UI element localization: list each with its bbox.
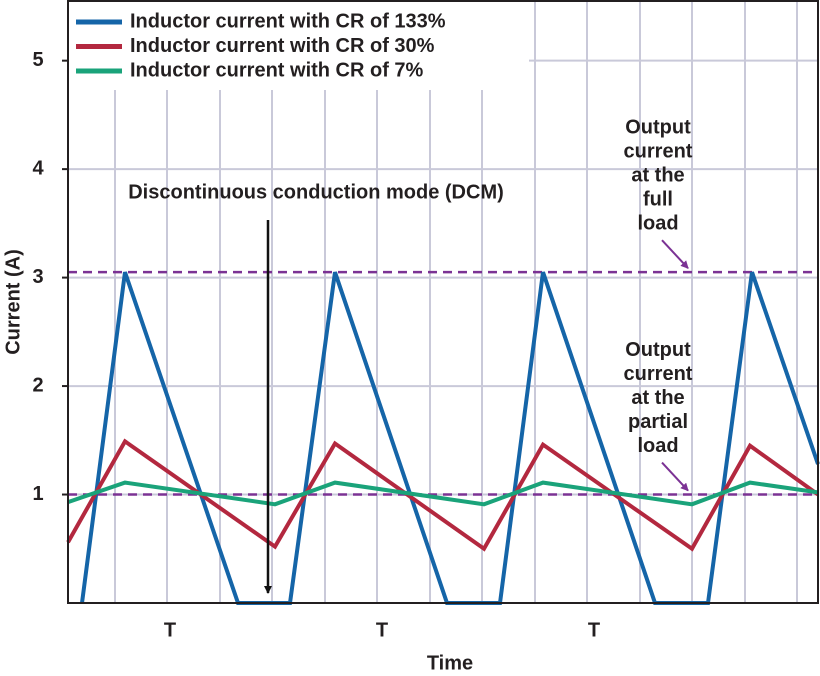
reference-label: load bbox=[637, 435, 678, 457]
y-tick-label: 1 bbox=[32, 483, 43, 505]
y-tick-label: 5 bbox=[32, 49, 43, 71]
x-axis-label: Time bbox=[427, 652, 473, 674]
series-line bbox=[66, 438, 820, 552]
legend-label: Inductor current with CR of 133% bbox=[130, 10, 446, 32]
reference-label: full bbox=[643, 188, 673, 210]
reference-label: Output bbox=[625, 116, 691, 138]
reference-label: at the bbox=[631, 387, 684, 409]
reference-label: Output bbox=[625, 339, 691, 361]
series-line bbox=[80, 271, 820, 605]
x-tick-label: T bbox=[376, 619, 388, 641]
x-tick-label: T bbox=[588, 619, 600, 641]
annotation: Discontinuous conduction mode (DCM) bbox=[128, 181, 504, 203]
legend-background bbox=[69, 2, 529, 90]
reference-arrow bbox=[661, 461, 689, 492]
legend-label: Inductor current with CR of 7% bbox=[130, 59, 424, 81]
reference-label: current bbox=[624, 140, 693, 162]
plot-frame bbox=[67, 0, 819, 604]
reference-label: partial bbox=[628, 411, 688, 433]
reference-label: load bbox=[637, 212, 678, 234]
x-tick-label: T bbox=[164, 619, 176, 641]
legend-label: Inductor current with CR of 30% bbox=[130, 35, 435, 57]
y-tick-label: 2 bbox=[32, 374, 43, 396]
series-line bbox=[67, 480, 819, 507]
y-tick-label: 3 bbox=[32, 266, 43, 288]
reference-label: at the bbox=[631, 164, 684, 186]
y-axis-label: Current (A) bbox=[2, 249, 24, 355]
y-tick-label: 4 bbox=[32, 157, 44, 179]
reference-label: current bbox=[624, 363, 693, 385]
reference-arrow bbox=[661, 239, 689, 269]
